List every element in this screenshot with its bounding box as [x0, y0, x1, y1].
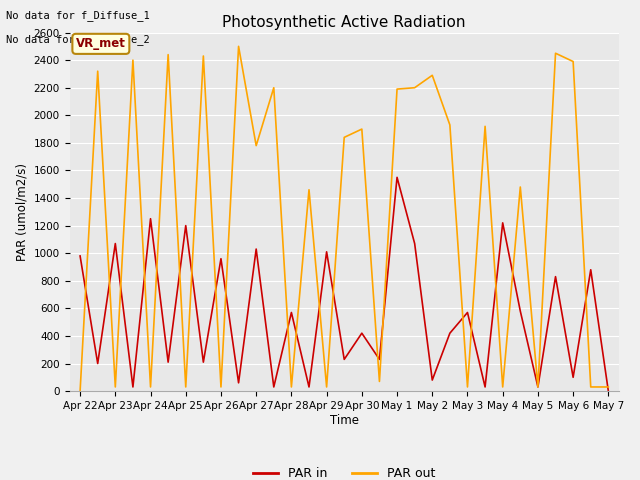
PAR out	[605, 384, 612, 390]
PAR in	[164, 359, 172, 365]
PAR out	[270, 85, 278, 91]
PAR out	[570, 59, 577, 64]
PAR out	[147, 384, 154, 390]
PAR in	[516, 308, 524, 314]
Y-axis label: PAR (umol/m2/s): PAR (umol/m2/s)	[15, 163, 28, 261]
PAR out	[463, 384, 471, 390]
Title: Photosynthetic Active Radiation: Photosynthetic Active Radiation	[223, 15, 466, 30]
PAR out	[499, 384, 506, 390]
PAR out	[200, 53, 207, 59]
PAR in	[587, 267, 595, 273]
PAR out	[287, 384, 295, 390]
PAR in	[129, 384, 137, 390]
PAR out	[76, 388, 84, 394]
Text: No data for f_Diffuse_1: No data for f_Diffuse_1	[6, 10, 150, 21]
X-axis label: Time: Time	[330, 414, 359, 427]
PAR out	[358, 126, 365, 132]
PAR in	[393, 174, 401, 180]
Text: No data for f_Diffuse_2: No data for f_Diffuse_2	[6, 34, 150, 45]
PAR in	[94, 360, 102, 366]
PAR out	[516, 184, 524, 190]
PAR out	[129, 57, 137, 63]
PAR out	[587, 384, 595, 390]
Line: PAR in: PAR in	[80, 177, 609, 391]
PAR out	[217, 384, 225, 390]
PAR in	[76, 253, 84, 259]
PAR in	[111, 240, 119, 246]
PAR in	[534, 384, 541, 390]
PAR out	[252, 143, 260, 148]
PAR out	[340, 134, 348, 140]
Text: VR_met: VR_met	[76, 37, 126, 50]
PAR out	[481, 123, 489, 129]
Legend: PAR in, PAR out: PAR in, PAR out	[248, 462, 440, 480]
PAR out	[393, 86, 401, 92]
PAR out	[323, 384, 330, 390]
PAR in	[287, 310, 295, 315]
Line: PAR out: PAR out	[80, 47, 609, 391]
PAR in	[358, 330, 365, 336]
PAR out	[235, 44, 243, 49]
PAR in	[481, 384, 489, 390]
PAR in	[446, 330, 454, 336]
PAR out	[428, 72, 436, 78]
PAR out	[446, 122, 454, 128]
PAR in	[323, 249, 330, 255]
PAR out	[534, 384, 541, 390]
PAR out	[111, 384, 119, 390]
PAR in	[252, 246, 260, 252]
PAR in	[200, 359, 207, 365]
PAR in	[147, 216, 154, 222]
PAR out	[552, 50, 559, 56]
PAR out	[94, 68, 102, 74]
PAR out	[411, 85, 419, 91]
PAR in	[499, 220, 506, 226]
PAR out	[164, 52, 172, 58]
PAR in	[217, 256, 225, 262]
PAR in	[340, 357, 348, 362]
PAR in	[570, 374, 577, 380]
PAR in	[235, 380, 243, 386]
PAR in	[182, 223, 189, 228]
PAR in	[463, 310, 471, 315]
PAR in	[305, 384, 313, 390]
PAR in	[552, 274, 559, 279]
PAR out	[182, 384, 189, 390]
PAR in	[270, 384, 278, 390]
PAR in	[411, 240, 419, 246]
PAR in	[605, 388, 612, 394]
PAR in	[376, 357, 383, 362]
PAR in	[428, 377, 436, 383]
PAR out	[305, 187, 313, 192]
PAR out	[376, 379, 383, 384]
